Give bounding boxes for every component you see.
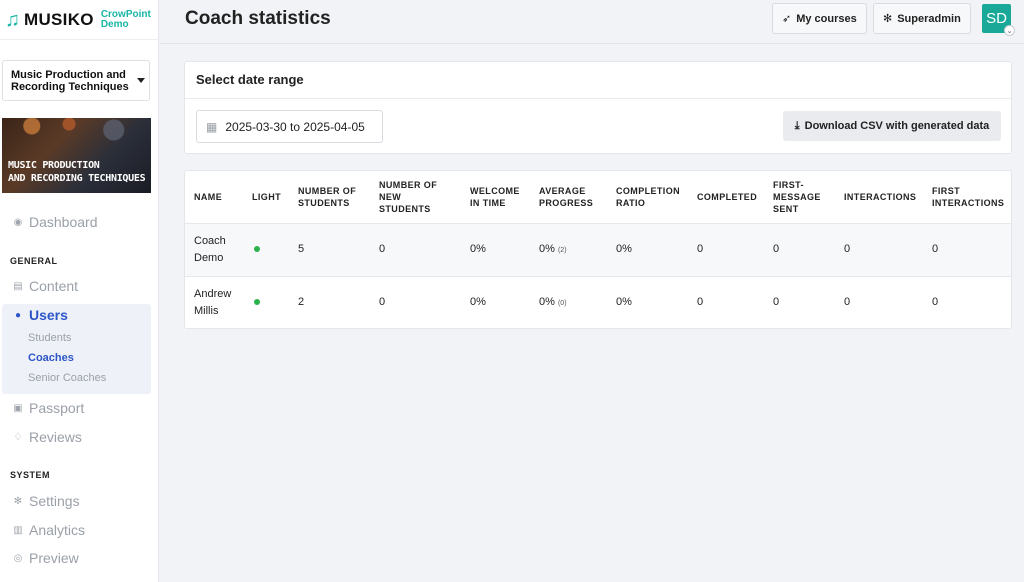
date-range-input[interactable]: ▦ 2025-03-30 to 2025-04-05 [196, 110, 383, 143]
cell-students: 5 [289, 222, 370, 276]
cell-light [243, 275, 289, 328]
cell-welcome: 0% [461, 275, 530, 328]
col-interactions[interactable]: INTERACTIONS [835, 171, 923, 223]
download-csv-button[interactable]: ⤓ Download CSV with generated data [783, 111, 1001, 141]
col-completed[interactable]: COMPLETED [688, 171, 764, 223]
col-welcome-in-time[interactable]: WELCOME IN TIME [461, 171, 530, 223]
sidebar-subitem-students[interactable]: Students [28, 332, 72, 344]
col-name[interactable]: NAME [185, 171, 243, 223]
thumbs-up-icon: ♢ [13, 431, 23, 443]
cell-avg-progress: 0% (2) [530, 222, 607, 276]
coach-stats-table-card: NAME LIGHT NUMBER OF STUDENTS NUMBER OF NE… [184, 170, 1012, 329]
cell-name: Coach Demo [185, 222, 243, 276]
logo[interactable]: ♫ MUSIKO CrowPoint Demo [0, 0, 158, 40]
cell-first-message: 0 [764, 275, 835, 328]
date-range-card: Select date range ▦ 2025-03-30 to 2025-0… [184, 61, 1012, 154]
course-banner-line1: MUSIC PRODUCTION [8, 160, 100, 171]
course-select-line2: Recording Techniques [11, 80, 129, 93]
bar-chart-icon: ▥ [13, 524, 23, 536]
cell-new-students: 0 [370, 275, 461, 328]
gear-icon: ✻ [883, 13, 893, 25]
sidebar-item-preview[interactable]: ◎ Preview [13, 550, 79, 566]
course-select-line1: Music Production and [11, 68, 126, 81]
sidebar-subitem-coaches[interactable]: Coaches [28, 352, 74, 364]
sidebar: ♫ MUSIKO CrowPoint Demo Music Production… [0, 0, 159, 582]
file-icon: ▤ [13, 280, 23, 292]
gear-icon: ✻ [13, 495, 23, 507]
col-number-of-students[interactable]: NUMBER OF STUDENTS [289, 171, 370, 223]
cell-completion-ratio: 0% [607, 275, 688, 328]
caret-down-icon [137, 78, 145, 83]
cell-first-interactions: 0 [923, 222, 1011, 276]
rocket-icon: ➶ [782, 13, 792, 25]
table-row[interactable]: Coach Demo 5 0 0% 0% (2) 0% 0 0 0 0 [185, 222, 1011, 276]
superadmin-button[interactable]: ✻ Superadmin [873, 3, 971, 34]
table-row[interactable]: Andrew Millis 2 0 0% 0% (0) 0% 0 0 0 0 [185, 275, 1011, 328]
course-select[interactable]: Music Production and Recording Technique… [2, 60, 150, 101]
brand-sub: CrowPoint Demo [100, 8, 151, 30]
cell-light [243, 222, 289, 276]
cell-first-message: 0 [764, 222, 835, 276]
sidebar-subitem-senior-coaches[interactable]: Senior Coaches [28, 372, 107, 384]
coach-stats-table: NAME LIGHT NUMBER OF STUDENTS NUMBER OF NE… [185, 171, 1011, 328]
col-number-of-new-students[interactable]: NUMBER OF NEW STUDENTS [370, 171, 461, 223]
sidebar-item-users[interactable]: ● Users [12, 307, 68, 323]
status-light-green [254, 246, 260, 252]
section-general: GENERAL [10, 256, 58, 266]
id-card-icon: ▣ [13, 402, 23, 414]
col-light[interactable]: LIGHT [243, 171, 289, 223]
sidebar-item-content[interactable]: ▤ Content [13, 278, 79, 294]
page-title: Coach statistics [185, 8, 331, 29]
brand-name: MUSIKO [24, 9, 94, 29]
download-icon: ⤓ [794, 119, 800, 132]
sidebar-item-analytics[interactable]: ▥ Analytics [13, 522, 86, 538]
cell-welcome: 0% [461, 222, 530, 276]
avatar[interactable]: SD ⌄ [982, 4, 1015, 36]
table-header-row: NAME LIGHT NUMBER OF STUDENTS NUMBER OF NE… [185, 171, 1011, 223]
cell-students: 2 [289, 275, 370, 328]
users-group [2, 304, 151, 394]
chevron-down-icon: ⌄ [1004, 25, 1015, 36]
status-light-green [254, 299, 260, 306]
cell-new-students: 0 [370, 222, 461, 276]
cell-interactions: 0 [835, 275, 923, 328]
music-note-icon: ♫ [5, 8, 20, 31]
header: Coach statistics ➶ My courses ✻ Superadm… [160, 0, 1024, 44]
cell-completion-ratio: 0% [607, 222, 688, 276]
section-system: SYSTEM [10, 470, 51, 480]
calendar-icon: ▦ [206, 119, 218, 134]
col-completion-ratio[interactable]: COMPLETION RATIO [607, 171, 688, 223]
sidebar-item-settings[interactable]: ✻ Settings [13, 493, 80, 509]
cell-first-interactions: 0 [923, 275, 1011, 328]
dashboard-icon: ◉ [13, 216, 23, 228]
col-average-progress[interactable]: AVERAGE PROGRESS [530, 171, 607, 223]
col-first-interactions[interactable]: FIRST INTERACTIONS [923, 171, 1011, 223]
sidebar-item-passport[interactable]: ▣ Passport [13, 400, 85, 416]
my-courses-button[interactable]: ➶ My courses [772, 3, 867, 34]
cell-interactions: 0 [835, 222, 923, 276]
user-icon: ● [14, 309, 22, 321]
cell-avg-progress: 0% (0) [530, 275, 607, 328]
date-range-heading: Select date range [185, 62, 1011, 99]
cell-completed: 0 [688, 222, 764, 276]
sidebar-item-dashboard[interactable]: ◉ Dashboard [13, 214, 98, 230]
cell-completed: 0 [688, 275, 764, 328]
eye-icon: ◎ [13, 552, 23, 564]
cell-name: Andrew Millis [185, 275, 243, 328]
sidebar-item-reviews[interactable]: ♢ Reviews [13, 429, 82, 445]
col-first-message-sent[interactable]: FIRST- MESSAGE SENT [764, 171, 835, 223]
course-banner: MUSIC PRODUCTION AND RECORDING TECHNIQUE… [2, 118, 151, 193]
course-banner-line2: AND RECORDING TECHNIQUES [8, 173, 146, 184]
